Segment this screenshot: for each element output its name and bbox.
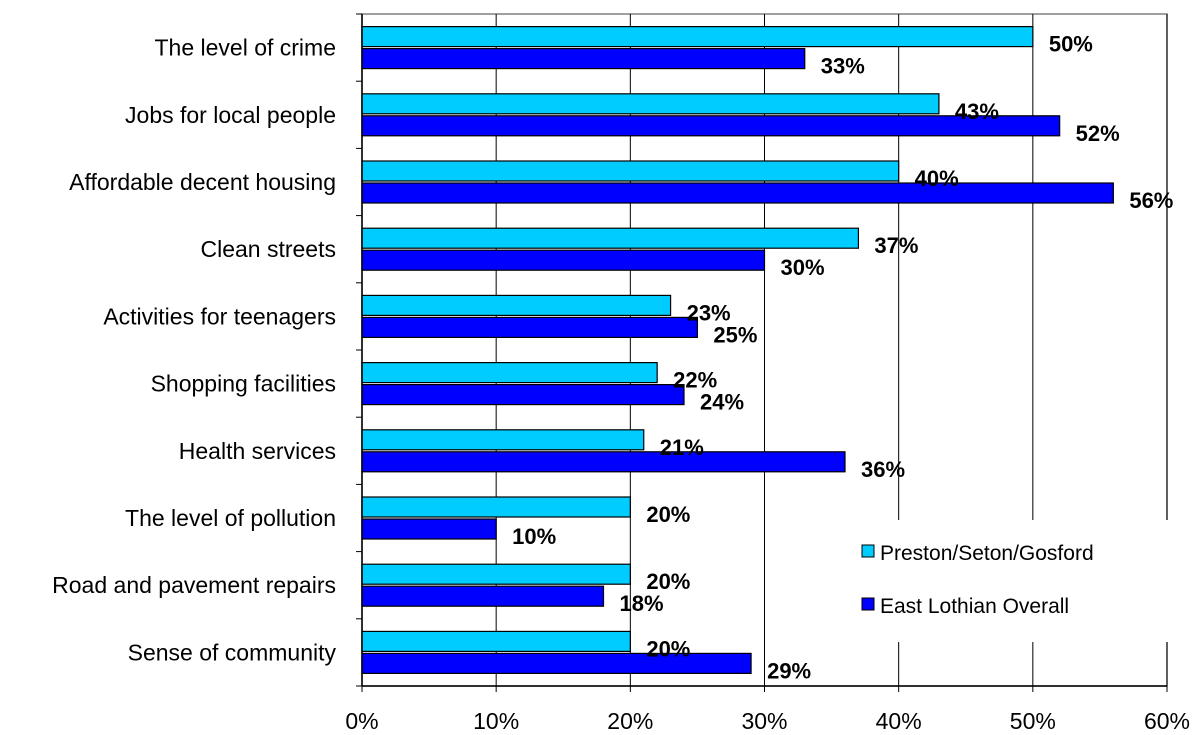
category-label: The level of crime (154, 35, 336, 61)
bar-preston (361, 362, 658, 384)
category-label: Activities for teenagers (103, 303, 336, 329)
data-label-east-lothian: 33% (821, 54, 865, 79)
data-label-east-lothian: 24% (700, 390, 744, 415)
data-label-east-lothian: 25% (713, 322, 757, 347)
bar-preston (361, 496, 631, 518)
bar-east-lothian (361, 518, 497, 540)
bar-east-lothian (361, 585, 605, 607)
data-label-preston: 20% (646, 636, 690, 661)
data-label-east-lothian: 29% (767, 658, 811, 683)
category-label: Shopping facilities (151, 371, 336, 397)
category-label: Affordable decent housing (69, 169, 336, 195)
axes (356, 13, 1168, 692)
legend-label-preston: Preston/Seton/Gosford (880, 542, 1094, 565)
bar-east-lothian (361, 182, 1114, 204)
bar-east-lothian (361, 47, 806, 70)
bar-preston (361, 26, 1034, 48)
category-label: Sense of community (128, 639, 337, 665)
data-label-east-lothian: 52% (1076, 121, 1120, 146)
bar-east-lothian (361, 384, 685, 406)
bars (361, 26, 1114, 675)
data-label-preston: 40% (915, 166, 959, 191)
x-tick-label: 20% (607, 708, 653, 734)
bar-east-lothian (361, 316, 699, 338)
bar-preston (361, 563, 631, 585)
legend: Preston/Seton/Gosford East Lothian Overa… (842, 520, 1172, 642)
data-label-east-lothian: 18% (620, 591, 664, 616)
legend-background (842, 520, 1172, 642)
x-tick-label: 0% (345, 708, 378, 734)
category-label: Jobs for local people (125, 102, 336, 128)
bar-preston (361, 227, 860, 249)
data-label-east-lothian: 56% (1129, 188, 1173, 213)
data-label-preston: 21% (660, 435, 704, 460)
data-label-preston: 23% (687, 300, 731, 325)
x-tick-label: 40% (876, 708, 922, 734)
x-tick-label: 10% (473, 708, 519, 734)
category-label: Road and pavement repairs (52, 572, 336, 598)
data-label-preston: 20% (646, 502, 690, 527)
data-label-preston: 20% (646, 569, 690, 594)
bar-east-lothian (361, 249, 766, 271)
bar-preston (361, 429, 645, 451)
legend-label-east-lothian: East Lothian Overall (880, 595, 1069, 618)
bar-preston (361, 93, 940, 115)
x-tick-label: 60% (1144, 708, 1190, 734)
bar-preston (361, 294, 672, 316)
bar-east-lothian (361, 451, 846, 473)
legend-swatch-east-lothian (861, 597, 875, 611)
category-label: Clean streets (200, 236, 336, 262)
data-label-east-lothian: 30% (781, 255, 825, 280)
x-tick-label: 50% (1010, 708, 1056, 734)
bar-preston (361, 160, 900, 182)
legend-swatch-preston (861, 544, 875, 558)
data-label-preston: 43% (955, 99, 999, 124)
category-label: The level of pollution (125, 505, 336, 531)
data-label-preston: 22% (673, 368, 717, 393)
data-label-east-lothian: 36% (861, 457, 905, 482)
bar-east-lothian (361, 652, 752, 675)
data-label-preston: 37% (874, 233, 918, 258)
bar-preston (361, 630, 631, 653)
data-label-east-lothian: 10% (512, 524, 556, 549)
data-label-preston: 50% (1049, 32, 1093, 57)
x-tick-label: 30% (741, 708, 787, 734)
category-label: Health services (179, 438, 336, 464)
labels: 0% 10% 20% 30% 40% 50% 60% The level of crime 50… (52, 32, 1190, 734)
